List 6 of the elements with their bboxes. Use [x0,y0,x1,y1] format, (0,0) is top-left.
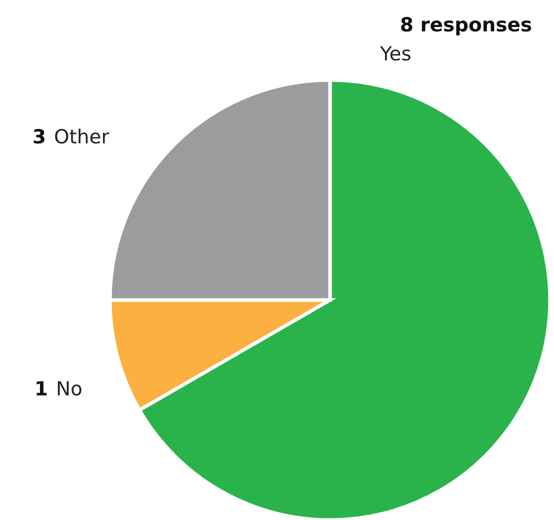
slice-label: Other [55,128,110,144]
data-label: 1 [36,381,47,396]
slice-label: Yes [380,46,410,61]
data-label: 3 [34,128,44,144]
data-label: 8 responses [401,16,532,36]
slice-label: No [58,381,82,396]
